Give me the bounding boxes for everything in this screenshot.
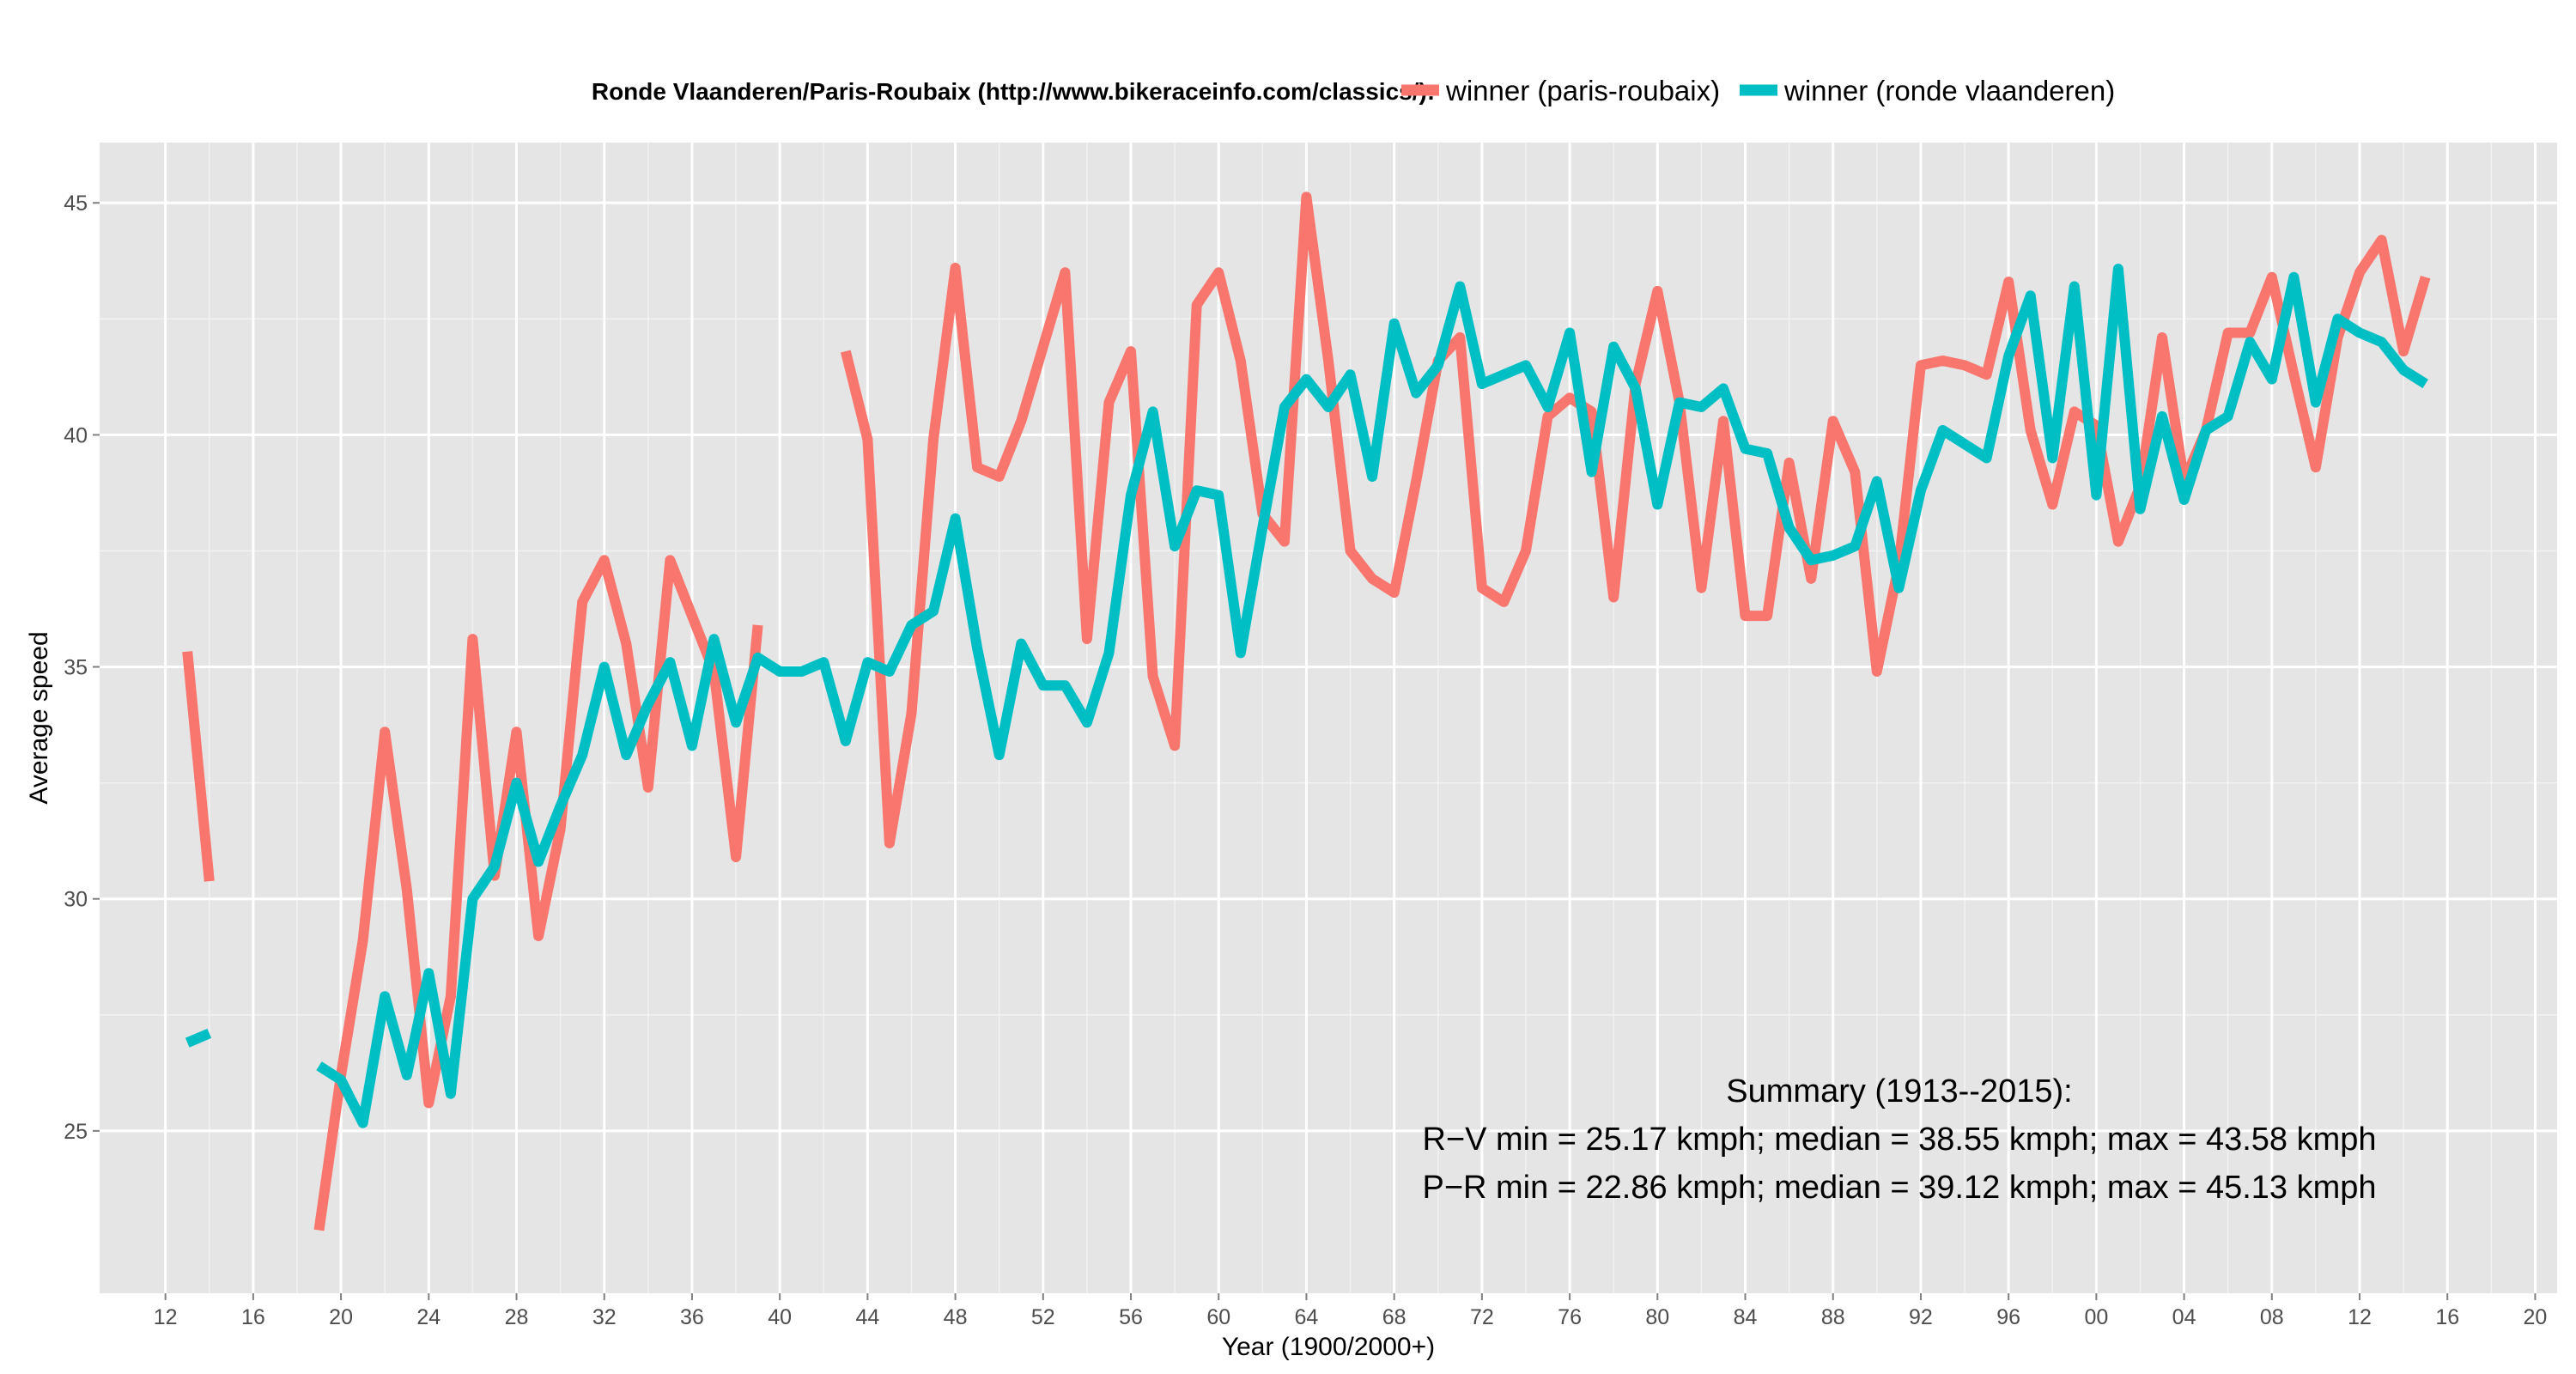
legend-label-paris-roubaix: winner (paris-roubaix) [1445, 75, 1720, 106]
x-tick-label: 64 [1295, 1305, 1319, 1329]
y-tick-label: 30 [64, 888, 88, 912]
x-tick-label: 68 [1382, 1305, 1406, 1329]
x-tick-label: 28 [505, 1305, 529, 1329]
x-tick-label: 20 [329, 1305, 353, 1329]
x-tick-label: 48 [944, 1305, 968, 1329]
legend: Ronde Vlaanderen/Paris-Roubaix (http://w… [592, 75, 2115, 106]
x-tick-label: 72 [1470, 1305, 1494, 1329]
x-tick-label: 20 [2524, 1305, 2548, 1329]
x-tick-label: 80 [1645, 1305, 1669, 1329]
y-tick-label: 45 [64, 192, 88, 216]
x-tick-label: 84 [1734, 1305, 1758, 1329]
x-tick-label: 96 [1996, 1305, 2020, 1329]
x-tick-label: 16 [2435, 1305, 2459, 1329]
x-tick-label: 92 [1909, 1305, 1933, 1329]
x-tick-label: 00 [2084, 1305, 2108, 1329]
x-tick-label: 88 [1821, 1305, 1845, 1329]
y-axis-title: Average speed [25, 631, 53, 804]
x-tick-label: 04 [2172, 1305, 2196, 1329]
legend-title: Ronde Vlaanderen/Paris-Roubaix (http://w… [592, 78, 1435, 105]
summary-rv: R−V min = 25.17 kmph; median = 38.55 kmp… [1422, 1122, 2376, 1158]
x-tick-label: 32 [592, 1305, 617, 1329]
x-tick-label: 44 [855, 1305, 879, 1329]
x-tick-label: 08 [2260, 1305, 2284, 1329]
x-tick-label: 36 [680, 1305, 704, 1329]
x-tick-label: 56 [1119, 1305, 1143, 1329]
x-tick-label: 12 [2348, 1305, 2372, 1329]
summary-pr: P−R min = 22.86 kmph; median = 39.12 kmp… [1422, 1170, 2376, 1206]
y-tick-label: 35 [64, 656, 88, 680]
x-tick-label: 12 [154, 1305, 178, 1329]
summary-title: Summary (1913--2015): [1726, 1073, 2072, 1110]
y-tick-label: 25 [64, 1120, 88, 1144]
y-axis: 25 30 35 40 45 [64, 192, 100, 1144]
legend-label-ronde-vlaanderen: winner (ronde vlaanderen) [1783, 75, 2115, 106]
x-axis: 12 16 20 24 28 32 36 40 44 48 52 56 60 64 68 72 76 80 84 88… [154, 1293, 2548, 1329]
x-tick-label: 40 [768, 1305, 792, 1329]
x-tick-label: 60 [1206, 1305, 1230, 1329]
x-tick-label: 24 [416, 1305, 440, 1329]
series-line-ronde-vlaanderen [185, 264, 2428, 1128]
summary-annotation: Summary (1913--2015): R−V min = 25.17 km… [1422, 1073, 2376, 1206]
x-tick-label: 76 [1558, 1305, 1582, 1329]
y-tick-label: 40 [64, 423, 88, 447]
x-axis-title: Year (1900/2000+) [1222, 1333, 1435, 1361]
x-tick-label: 52 [1031, 1305, 1055, 1329]
series-lines [182, 192, 2431, 1231]
x-tick-label: 16 [241, 1305, 265, 1329]
